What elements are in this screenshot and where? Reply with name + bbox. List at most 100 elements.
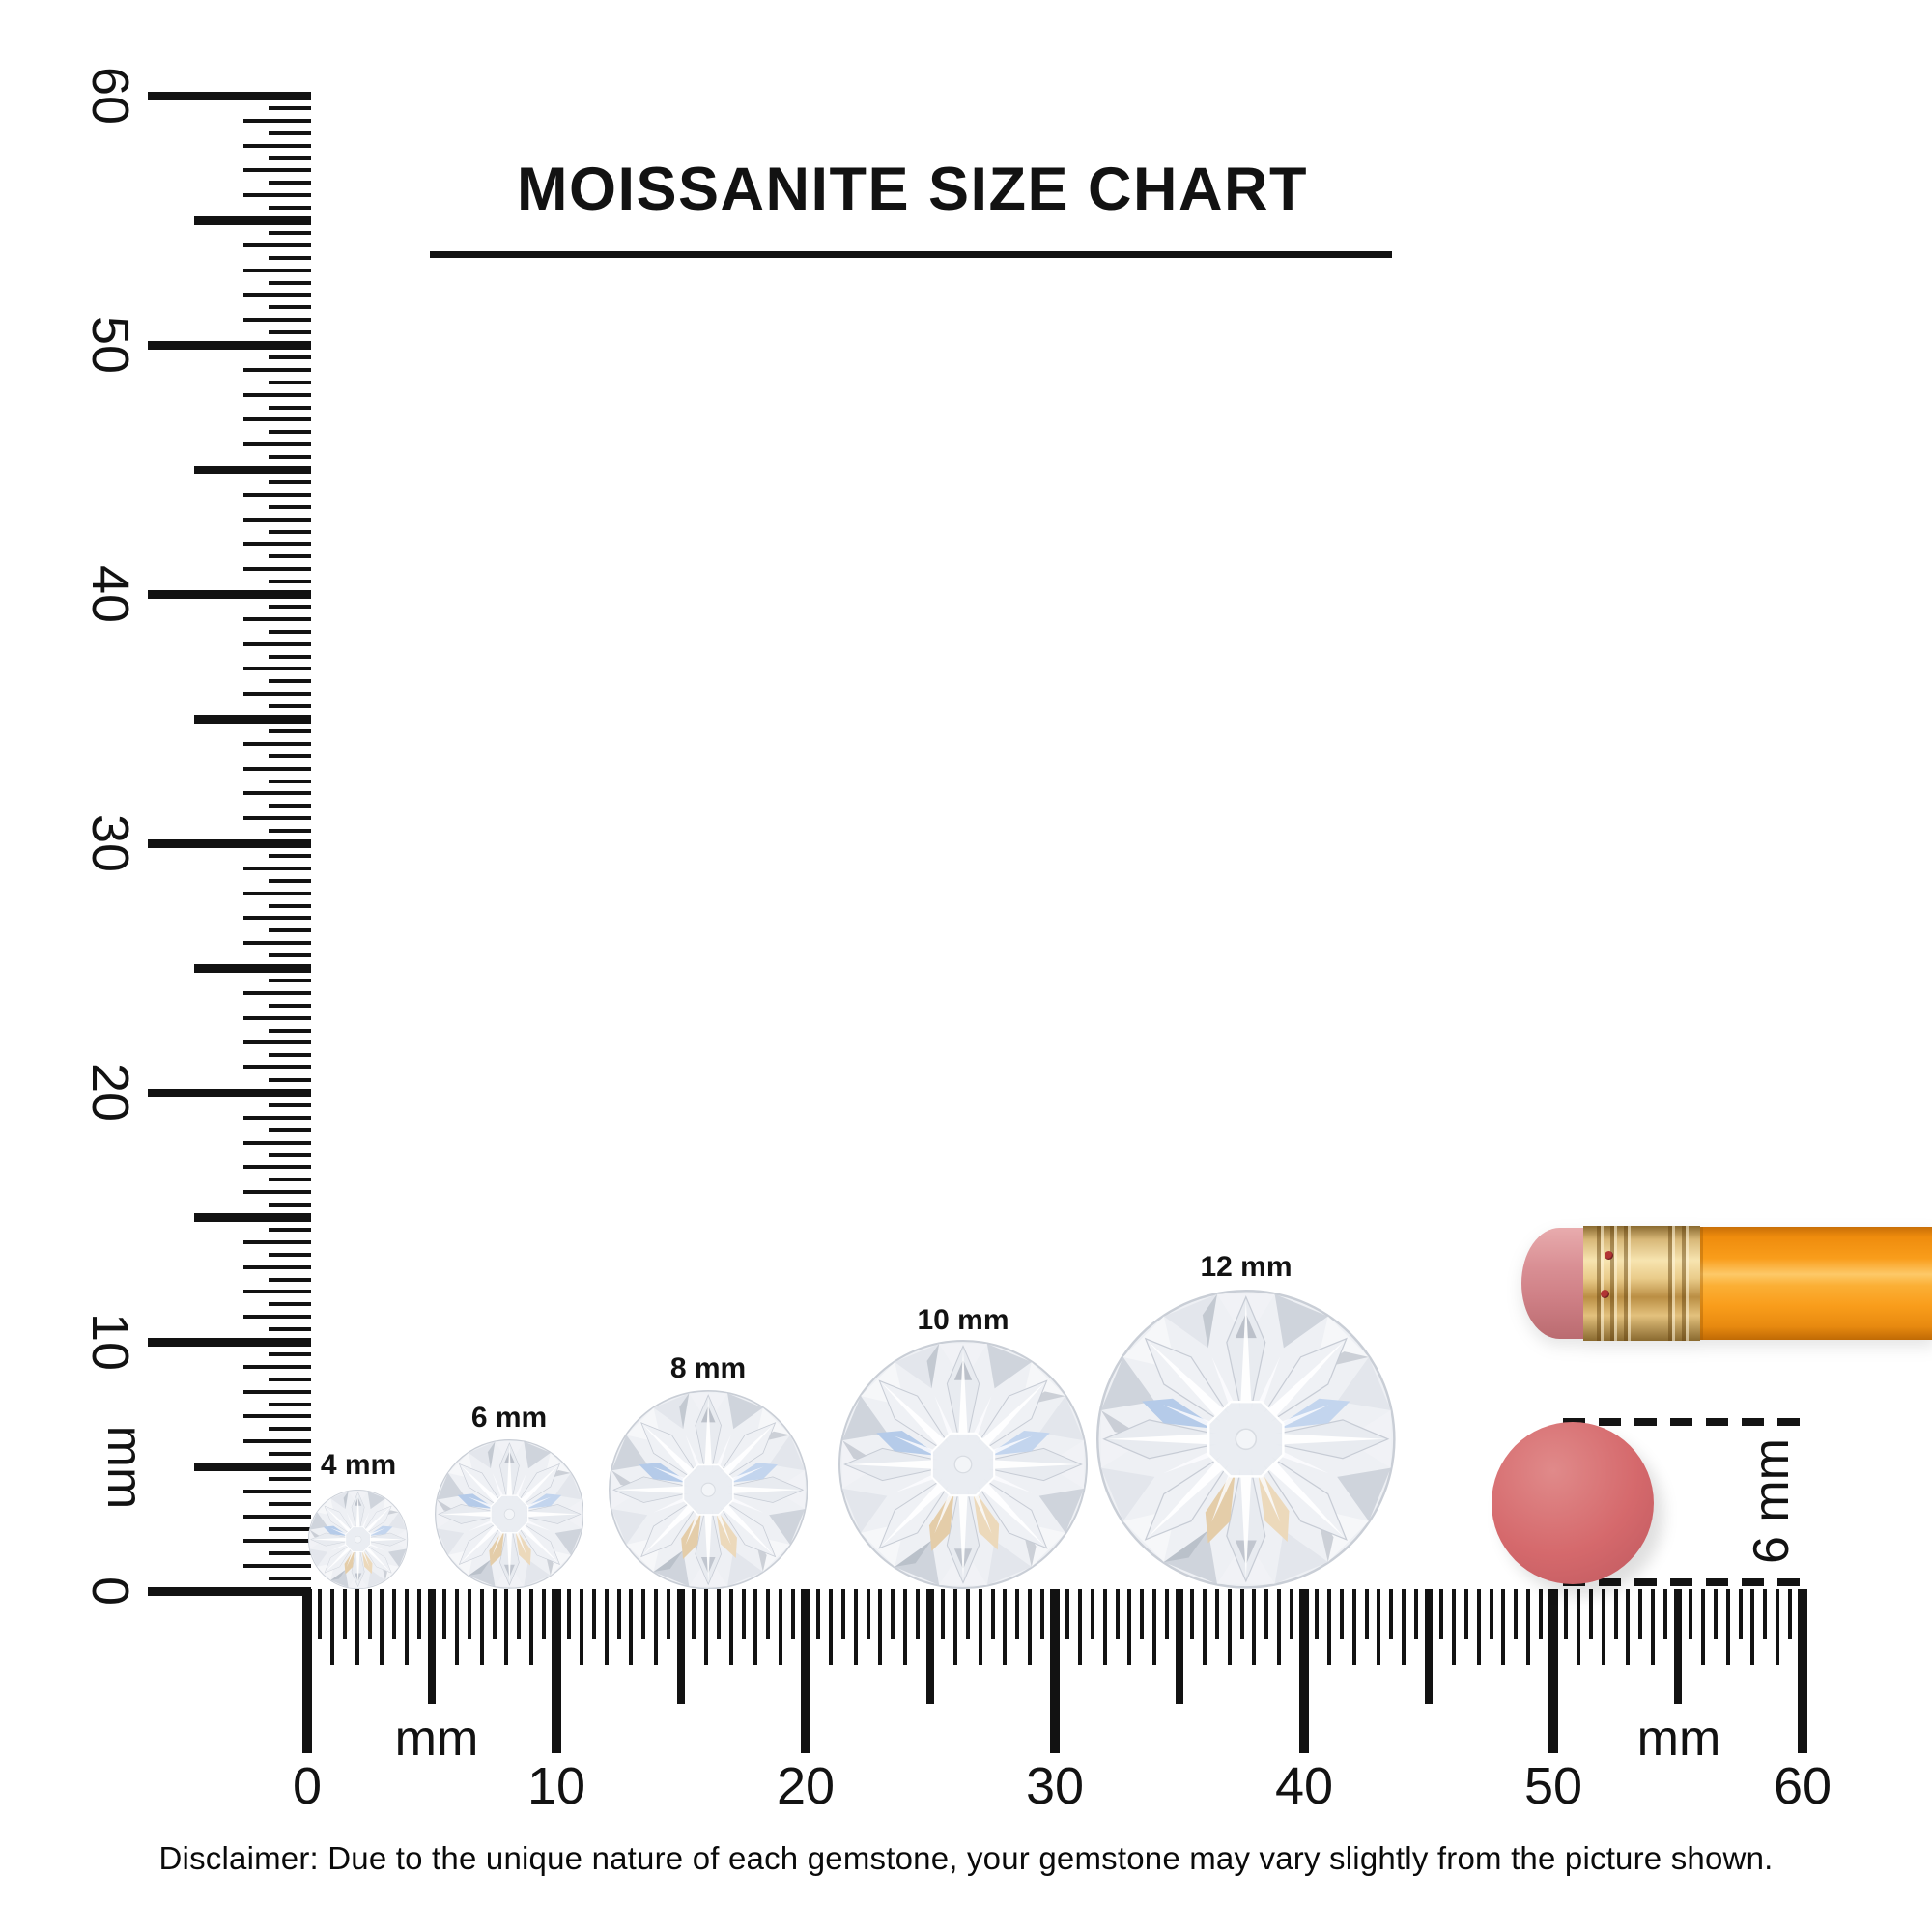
ruler-tick — [329, 1589, 334, 1665]
ruler-tick — [1090, 1589, 1094, 1639]
ruler-tick — [317, 1589, 322, 1639]
ruler-tick — [243, 392, 311, 397]
ruler-tick — [1651, 1589, 1656, 1665]
dimension-line-top — [1563, 1418, 1804, 1426]
ruler-tick — [703, 1589, 708, 1665]
ruler-tick — [566, 1589, 571, 1639]
ferrule-crimp-ring — [1610, 1226, 1614, 1341]
ruler-tick — [269, 1351, 311, 1356]
ruler-tick — [269, 405, 311, 410]
ruler-tick — [243, 318, 311, 323]
ruler-tick — [269, 978, 311, 982]
ruler-tick — [1788, 1589, 1793, 1639]
ruler-tick — [243, 741, 311, 746]
ruler-label: 10 — [526, 1757, 586, 1815]
pencil — [1521, 1226, 1932, 1341]
ruler-tick — [1451, 1589, 1456, 1665]
ruler-tick — [269, 1526, 311, 1531]
ruler-tick — [243, 1439, 311, 1444]
ruler-tick — [194, 1212, 311, 1222]
ruler-tick — [269, 380, 311, 384]
ruler-tick — [428, 1589, 436, 1704]
ferrule-crimp-ring — [1597, 1226, 1601, 1341]
ruler-tick — [243, 916, 311, 921]
ruler-tick — [1588, 1589, 1593, 1639]
pencil-ferrule — [1583, 1226, 1700, 1341]
gem-size-label: 10 mm — [917, 1304, 1009, 1336]
ruler-tick — [243, 442, 311, 447]
ruler-tick — [194, 1462, 311, 1471]
ruler-tick — [243, 667, 311, 671]
ruler-tick — [269, 105, 311, 110]
ruler-tick — [269, 654, 311, 659]
ruler-tick — [1463, 1589, 1468, 1639]
ruler-tick — [1050, 1589, 1060, 1753]
ruler-tick — [269, 1152, 311, 1157]
ruler-tick — [1539, 1589, 1544, 1639]
ruler-tick — [243, 1364, 311, 1369]
ruler-tick — [517, 1589, 522, 1639]
ruler-tick — [243, 1264, 311, 1269]
ruler-tick — [269, 804, 311, 809]
ruler-tick — [243, 492, 311, 497]
ruler-tick — [269, 779, 311, 783]
ruler-tick — [801, 1589, 810, 1753]
ruler-tick — [194, 215, 311, 225]
ruler-tick — [1389, 1589, 1394, 1639]
ruler-tick — [243, 616, 311, 621]
ruler-tick — [1613, 1589, 1618, 1639]
ruler-tick — [1548, 1589, 1558, 1753]
vertical-ruler-unit-label: mm — [97, 1425, 153, 1510]
ruler-tick — [1514, 1589, 1519, 1639]
gem-size-label: 4 mm — [320, 1449, 397, 1481]
ruler-tick — [965, 1589, 970, 1639]
ruler-tick — [1713, 1589, 1718, 1639]
ruler-tick — [1326, 1589, 1331, 1665]
ruler-tick — [243, 517, 311, 522]
ruler-tick — [916, 1589, 921, 1639]
ruler-tick — [269, 1252, 311, 1257]
ruler-tick — [243, 1564, 311, 1569]
ruler-tick — [853, 1589, 858, 1665]
ruler-tick — [1165, 1589, 1170, 1639]
ruler-tick — [148, 340, 311, 350]
ruler-tick — [269, 1377, 311, 1381]
ruler-tick — [1501, 1589, 1506, 1665]
ruler-tick — [243, 1239, 311, 1244]
ruler-tick — [269, 704, 311, 709]
ruler-tick — [1663, 1589, 1668, 1639]
ruler-tick — [243, 766, 311, 771]
ruler-tick — [269, 1427, 311, 1432]
ruler-tick — [243, 1290, 311, 1294]
ruler-tick — [243, 417, 311, 422]
ruler-tick — [342, 1589, 347, 1639]
ruler-tick — [269, 580, 311, 584]
ruler-tick — [243, 143, 311, 148]
ruler-tick — [269, 504, 311, 509]
ruler-tick — [1065, 1589, 1069, 1639]
ruler-tick — [1688, 1589, 1692, 1639]
ruler-tick — [269, 753, 311, 758]
ruler-tick — [243, 1389, 311, 1394]
ruler-tick — [1028, 1589, 1033, 1665]
ruler-tick — [148, 589, 311, 599]
ruler-tick — [269, 878, 311, 883]
ruler-tick — [1115, 1589, 1120, 1639]
ruler-tick — [243, 891, 311, 895]
ruler-tick — [269, 156, 311, 160]
ruler-tick — [243, 866, 311, 870]
gem-size-label: 12 mm — [1200, 1251, 1293, 1283]
ruler-tick — [355, 1589, 359, 1665]
ruler-tick — [591, 1589, 596, 1639]
ruler-tick — [467, 1589, 471, 1639]
ruler-tick — [243, 567, 311, 572]
ruler-tick — [716, 1589, 721, 1639]
ruler-tick — [1351, 1589, 1356, 1665]
ruler-tick — [269, 479, 311, 484]
gem-12mm — [1096, 1290, 1396, 1589]
ruler-label: 50 — [1523, 1757, 1583, 1815]
ruler-tick — [1576, 1589, 1580, 1665]
ruler-tick — [243, 1115, 311, 1120]
ruler-tick — [978, 1589, 982, 1665]
